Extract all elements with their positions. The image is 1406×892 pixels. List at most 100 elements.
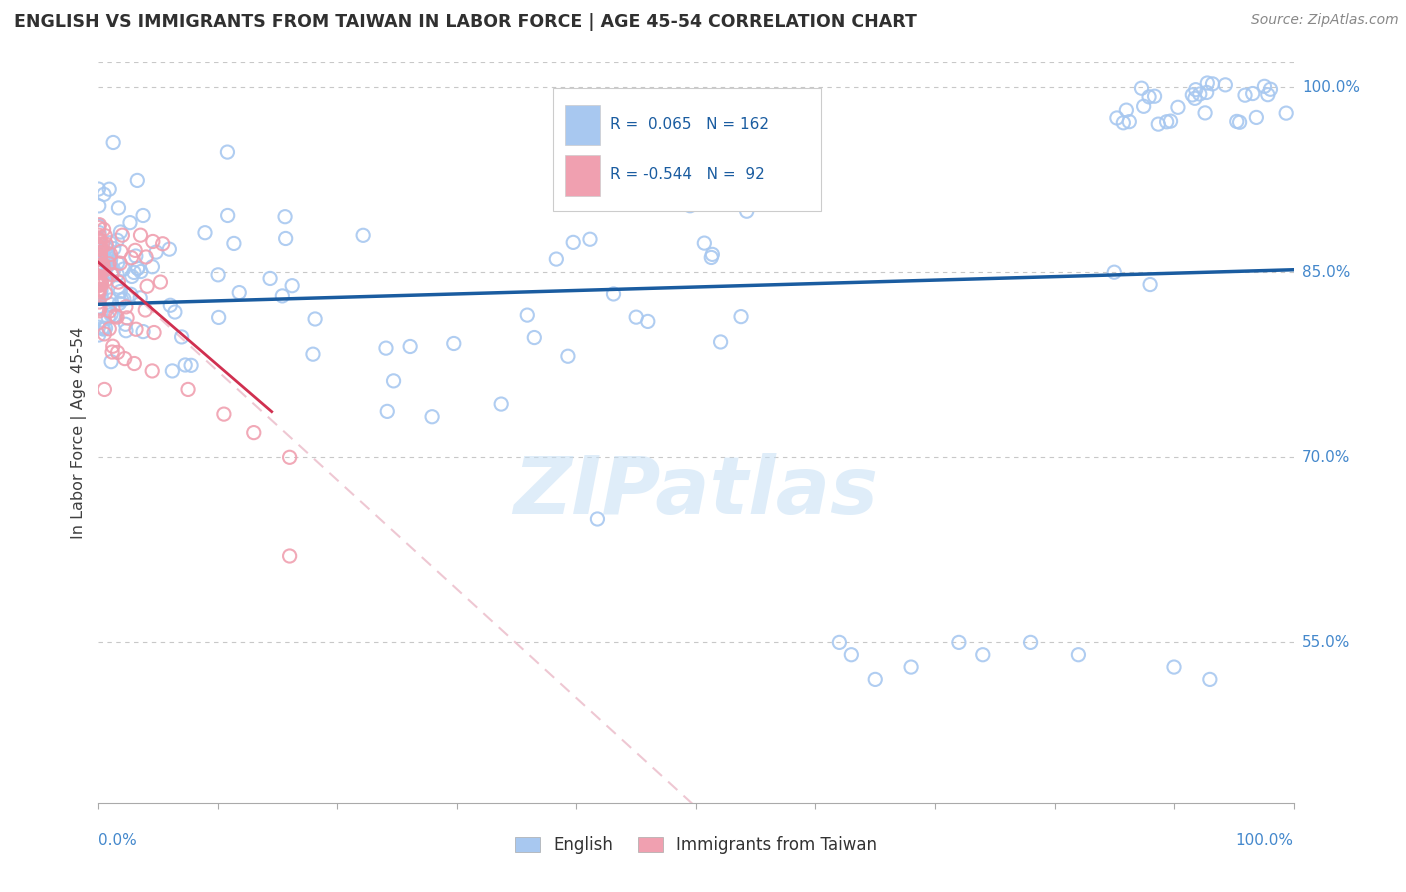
Point — [127, 261, 149, 276]
Point — [194, 226, 217, 240]
Point — [1199, 673, 1222, 687]
Point — [87, 283, 110, 297]
Point — [1184, 91, 1206, 105]
Point — [1105, 111, 1128, 125]
Point — [174, 358, 197, 372]
Point — [948, 635, 970, 649]
Point — [108, 256, 131, 270]
Point — [735, 204, 758, 219]
Point — [110, 285, 132, 299]
Point — [129, 228, 152, 243]
Point — [87, 328, 110, 343]
Point — [1137, 90, 1160, 104]
Point — [100, 247, 122, 261]
Point — [87, 277, 110, 292]
Point — [162, 364, 184, 378]
Point — [87, 287, 110, 301]
Point — [828, 635, 851, 649]
Point — [141, 364, 163, 378]
Text: R = -0.544   N =  92: R = -0.544 N = 92 — [610, 168, 765, 183]
Point — [101, 345, 124, 359]
Point — [972, 648, 994, 662]
Point — [87, 228, 110, 243]
Point — [382, 374, 405, 388]
Point — [579, 232, 602, 246]
Point — [120, 287, 142, 301]
Point — [228, 285, 250, 300]
Point — [132, 209, 155, 223]
Point — [124, 357, 146, 371]
Point — [87, 276, 110, 290]
Point — [693, 236, 716, 251]
Point — [89, 256, 111, 270]
Point — [111, 228, 134, 243]
Point — [1253, 79, 1275, 94]
Point — [1112, 116, 1135, 130]
Point — [87, 251, 110, 265]
Point — [302, 347, 325, 361]
Point — [103, 309, 125, 323]
Point — [1257, 87, 1279, 102]
Point — [91, 260, 114, 274]
Point — [105, 268, 128, 282]
Point — [1226, 114, 1249, 128]
Point — [101, 339, 124, 353]
Point — [217, 209, 239, 223]
Point — [87, 262, 110, 277]
Point — [93, 187, 115, 202]
Text: ZIPatlas: ZIPatlas — [513, 453, 879, 531]
Point — [124, 244, 146, 258]
Point — [136, 279, 159, 293]
Point — [87, 270, 110, 285]
Point — [212, 407, 235, 421]
Point — [1241, 87, 1264, 101]
Point — [679, 199, 702, 213]
Point — [602, 287, 624, 301]
Point — [91, 321, 114, 335]
Point — [217, 145, 239, 160]
Point — [1067, 648, 1090, 662]
Point — [1234, 88, 1257, 103]
Point — [274, 231, 297, 245]
Point — [100, 308, 122, 322]
Point — [90, 260, 112, 275]
Point — [89, 275, 111, 289]
Point — [163, 305, 186, 319]
Point — [107, 275, 129, 289]
FancyBboxPatch shape — [565, 155, 600, 195]
Point — [87, 270, 110, 285]
Point — [89, 251, 111, 265]
Point — [87, 250, 110, 264]
Point — [87, 182, 110, 196]
Point — [700, 251, 723, 265]
Point — [1195, 86, 1218, 100]
Point — [489, 397, 512, 411]
Point — [93, 326, 115, 341]
Point — [1147, 117, 1170, 131]
Point — [101, 267, 124, 281]
Point — [89, 249, 111, 263]
Point — [90, 277, 112, 292]
Point — [1201, 77, 1223, 91]
Point — [129, 291, 152, 305]
Text: 100.0%: 100.0% — [1236, 833, 1294, 848]
Point — [91, 260, 114, 274]
Point — [100, 252, 122, 267]
Point — [259, 271, 281, 285]
Point — [96, 237, 118, 252]
Point — [89, 295, 111, 310]
Point — [97, 310, 120, 325]
Point — [420, 409, 443, 424]
Point — [127, 261, 149, 276]
Point — [180, 359, 202, 373]
Point — [110, 244, 132, 259]
Point — [1118, 114, 1140, 128]
Point — [132, 325, 155, 339]
Point — [87, 232, 110, 246]
Point — [111, 293, 134, 307]
Point — [1167, 100, 1189, 114]
Point — [101, 268, 124, 282]
Point — [91, 245, 114, 260]
Point — [90, 276, 112, 290]
Point — [278, 549, 301, 563]
